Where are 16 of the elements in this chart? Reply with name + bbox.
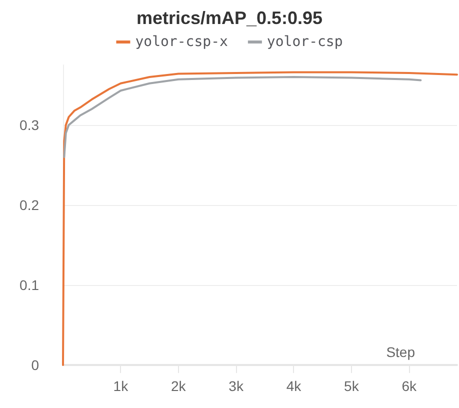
x-axis-title: Step (386, 344, 416, 360)
line-series (63, 76, 422, 158)
legend-label: yolor-csp (266, 34, 343, 50)
x-tick-label: 1k (113, 378, 130, 394)
y-tick-label: 0.2 (20, 197, 40, 213)
y-tick-label: 0.1 (20, 277, 40, 293)
x-tick-label: 3k (228, 378, 244, 394)
x-tick-label: 5k (344, 378, 360, 394)
x-tick-label: 6k (402, 378, 418, 394)
line-series (62, 71, 458, 366)
x-tick-label: 4k (286, 378, 302, 394)
y-tick-label: 0.3 (20, 117, 40, 133)
y-tick-label: 0 (31, 357, 40, 373)
legend-label: yolor-csp-x (135, 34, 228, 50)
x-tick-label: 2k (170, 378, 187, 394)
chart-title: metrics/mAP_0.5:0.95 (136, 8, 323, 28)
